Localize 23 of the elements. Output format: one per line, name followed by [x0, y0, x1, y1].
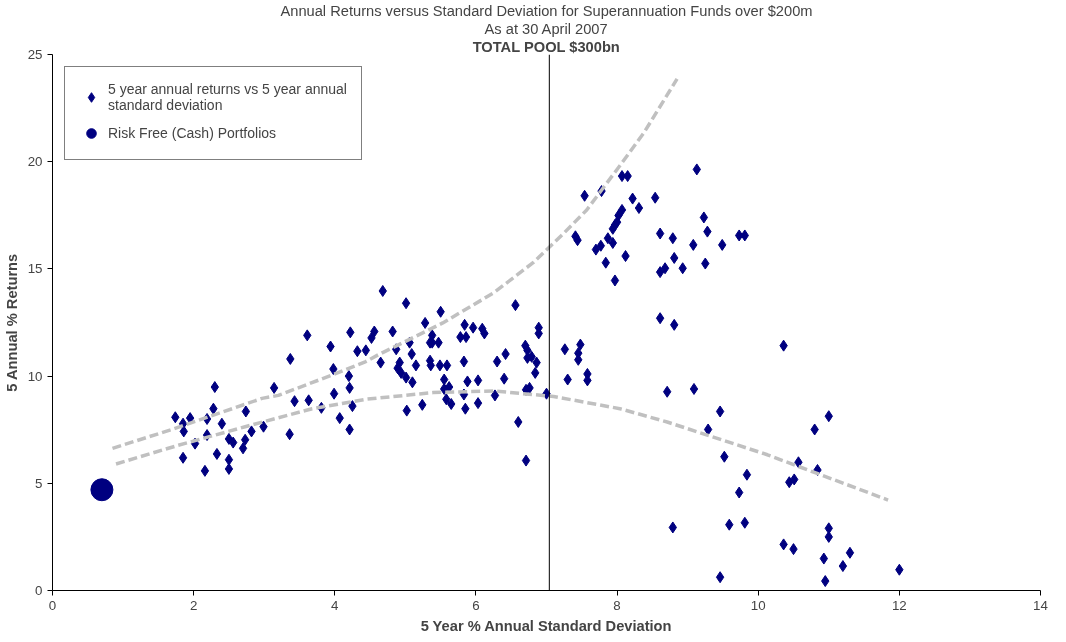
- y-axis-title: 5 Annual % Returns: [3, 253, 20, 392]
- x-tick-label: 4: [331, 597, 340, 613]
- x-tick-label: 10: [750, 597, 766, 613]
- annotation: TOTAL POOL $300bn: [472, 38, 620, 55]
- y-tick-label: 10: [27, 368, 43, 384]
- y-tick-label: 15: [27, 261, 43, 277]
- x-tick-label: 0: [48, 597, 57, 613]
- x-tick-label: 14: [1033, 597, 1049, 613]
- y-tick-label: 25: [27, 47, 43, 62]
- x-axis-title: 5 Year % Annual Standard Deviation: [420, 617, 672, 634]
- chart-subtitle: As at 30 April 2007: [484, 20, 608, 37]
- line-series: [110, 77, 679, 451]
- line-series: [114, 389, 890, 502]
- x-tick-label: 8: [613, 597, 621, 613]
- y-tick-label: 20: [27, 154, 43, 170]
- legend-label: 5 year annual returns vs 5 year annual standard deviation: [108, 81, 347, 113]
- x-tick-label: 2: [189, 597, 198, 613]
- x-tick-label: 6: [472, 597, 480, 613]
- y-tick-label: 0: [35, 583, 43, 598]
- chart-title: Annual Returns versus Standard Deviation for Superannuation Funds over $200m: [280, 2, 813, 19]
- y-tick-label: 5: [35, 475, 43, 491]
- x-tick-label: 12: [891, 597, 907, 613]
- legend-label: Risk Free (Cash) Portfolios: [108, 125, 277, 141]
